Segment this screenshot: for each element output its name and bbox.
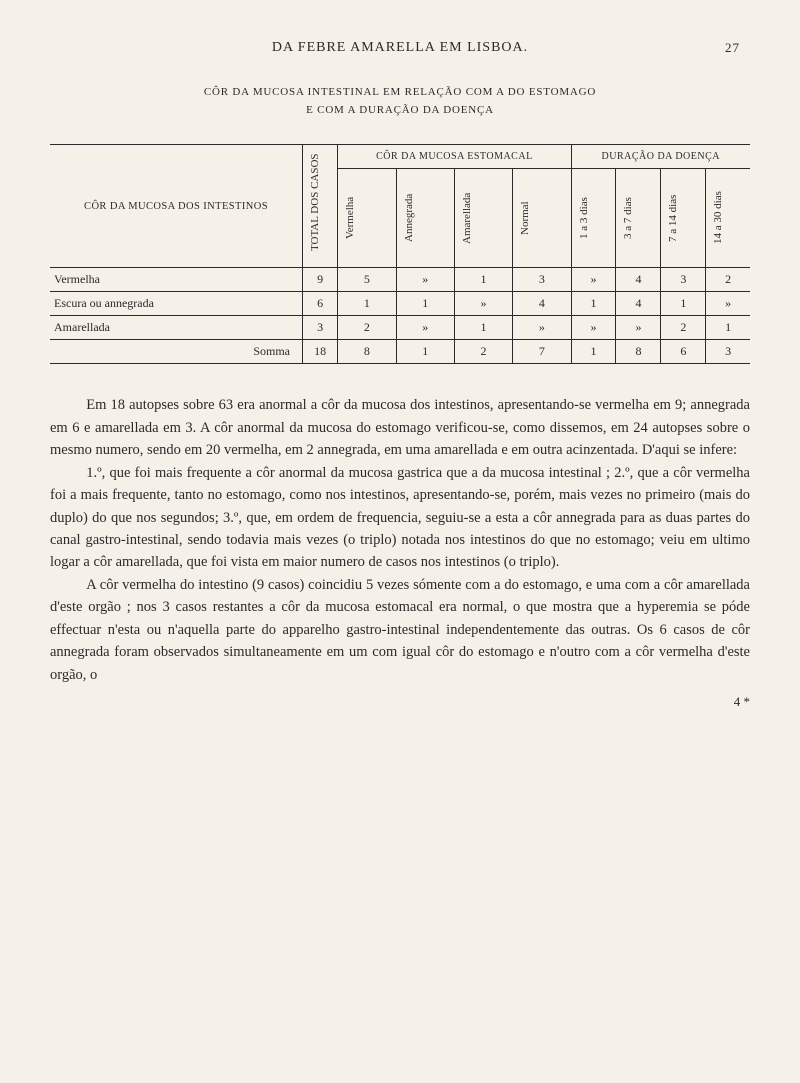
- cell: 9: [303, 268, 338, 292]
- cell: »: [706, 292, 750, 316]
- col-1a3: 1 a 3 dias: [571, 169, 616, 268]
- cell: 8: [616, 340, 661, 364]
- cell: 2: [706, 268, 750, 292]
- cell: 4: [616, 268, 661, 292]
- page-header: DA FEBRE AMARELLA EM LISBOA. 27: [50, 40, 750, 56]
- subtitle-line-2: E COM A DURAÇÃO DA DOENÇA: [50, 102, 750, 120]
- cell: 1: [396, 340, 454, 364]
- col-14a30: 14 a 30 dias: [706, 169, 750, 268]
- cell: 18: [303, 340, 338, 364]
- cell: 3: [513, 268, 571, 292]
- col-3a7: 3 a 7 dias: [616, 169, 661, 268]
- table-row: Amarellada 3 2 » 1 » » » 2 1: [50, 316, 750, 340]
- cell: »: [396, 268, 454, 292]
- cell: 2: [661, 316, 706, 340]
- cell: 1: [706, 316, 750, 340]
- cell: 3: [706, 340, 750, 364]
- cell: »: [571, 268, 616, 292]
- table-row: Escura ou annegrada 6 1 1 » 4 1 4 1 »: [50, 292, 750, 316]
- cell: 2: [338, 316, 396, 340]
- cell: 1: [571, 292, 616, 316]
- group2-header: DURAÇÃO DA DOENÇA: [571, 145, 750, 169]
- paragraph: Em 18 autopses sobre 63 era anormal a cô…: [50, 394, 750, 461]
- cell: 4: [616, 292, 661, 316]
- subtitle-line-1: CÔR DA MUCOSA INTESTINAL EM RELAÇÃO COM …: [50, 84, 750, 102]
- cell: 5: [338, 268, 396, 292]
- cell: »: [616, 316, 661, 340]
- page-title: DA FEBRE AMARELLA EM LISBOA.: [50, 40, 750, 56]
- cell: 1: [396, 292, 454, 316]
- cell: 1: [661, 292, 706, 316]
- cell: 7: [513, 340, 571, 364]
- cell: »: [454, 292, 512, 316]
- total-column-header: TOTAL DOS CASOS: [303, 145, 338, 268]
- table-subtitle: CÔR DA MUCOSA INTESTINAL EM RELAÇÃO COM …: [50, 84, 750, 119]
- cell: 4: [513, 292, 571, 316]
- table-row: Vermelha 9 5 » 1 3 » 4 3 2: [50, 268, 750, 292]
- cell: 1: [454, 268, 512, 292]
- row-label: Escura ou annegrada: [50, 292, 303, 316]
- main-column-header: CÔR DA MUCOSA DOS INTESTINOS: [50, 145, 303, 268]
- col-annegrada: Annegrada: [396, 169, 454, 268]
- cell: »: [396, 316, 454, 340]
- cell: 3: [661, 268, 706, 292]
- cell: »: [513, 316, 571, 340]
- paragraph: A côr vermelha do intestino (9 casos) co…: [50, 574, 750, 686]
- data-table: CÔR DA MUCOSA DOS INTESTINOS TOTAL DOS C…: [50, 144, 750, 364]
- cell: 1: [571, 340, 616, 364]
- group1-header: CÔR DA MUCOSA ESTOMACAL: [338, 145, 571, 169]
- cell: 8: [338, 340, 396, 364]
- cell: 1: [454, 316, 512, 340]
- cell: 6: [303, 292, 338, 316]
- cell: 2: [454, 340, 512, 364]
- col-vermelha: Vermelha: [338, 169, 396, 268]
- col-normal: Normal: [513, 169, 571, 268]
- footer-mark: 4 *: [50, 694, 750, 710]
- paragraph: 1.º, que foi mais frequente a côr anorma…: [50, 462, 750, 574]
- col-amarellada: Amarellada: [454, 169, 512, 268]
- cell: 6: [661, 340, 706, 364]
- cell: 1: [338, 292, 396, 316]
- col-7a14: 7 a 14 dias: [661, 169, 706, 268]
- somma-label: Somma: [50, 340, 303, 364]
- page-number: 27: [725, 40, 740, 56]
- body-text: Em 18 autopses sobre 63 era anormal a cô…: [50, 394, 750, 686]
- row-label: Vermelha: [50, 268, 303, 292]
- cell: »: [571, 316, 616, 340]
- row-label: Amarellada: [50, 316, 303, 340]
- somma-row: Somma 18 8 1 2 7 1 8 6 3: [50, 340, 750, 364]
- cell: 3: [303, 316, 338, 340]
